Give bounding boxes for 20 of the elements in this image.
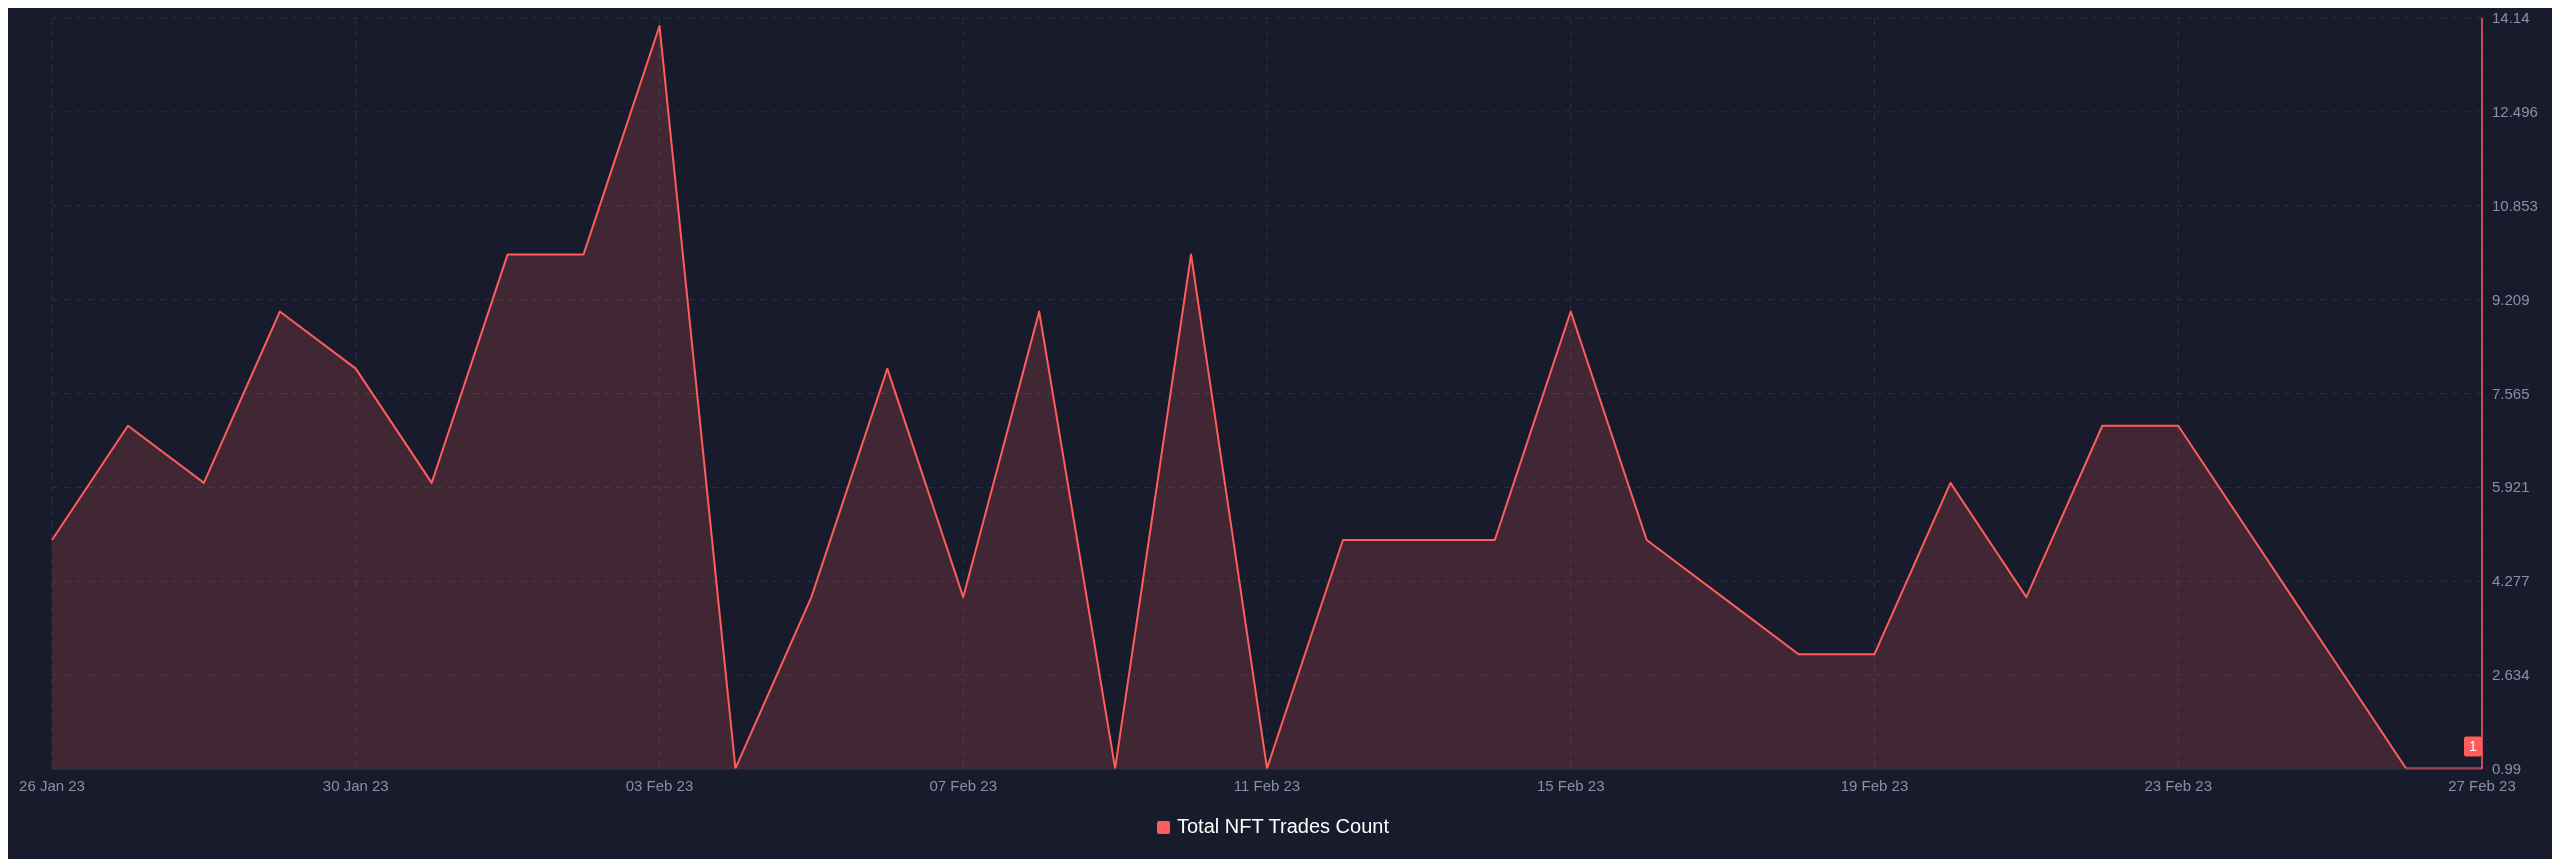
legend-label: Total NFT Trades Count <box>1177 815 1390 837</box>
x-tick-label: 30 Jan 23 <box>322 777 389 794</box>
x-tick-label: 03 Feb 23 <box>625 777 694 794</box>
y-tick-label: 12.496 <box>2492 102 2538 120</box>
y-tick-label: 5.921 <box>2492 478 2530 496</box>
data-label: 1 <box>2469 738 2478 755</box>
x-tick-label: 27 Feb 23 <box>2448 777 2516 794</box>
y-tick-label: 0.99 <box>2492 760 2522 777</box>
y-tick-label: 14.14 <box>2492 9 2530 26</box>
y-tick-label: 4.277 <box>2492 572 2530 590</box>
y-tick-label: 9.209 <box>2492 290 2530 308</box>
x-tick-label: 19 Feb 23 <box>1840 777 1909 794</box>
x-tick-label: 23 Feb 23 <box>2144 777 2213 794</box>
x-tick-label: 26 Jan 23 <box>19 777 85 794</box>
y-tick-label: 10.853 <box>2492 196 2538 214</box>
x-tick-label: 07 Feb 23 <box>929 777 998 794</box>
y-tick-label: 7.565 <box>2492 384 2530 402</box>
x-tick-label: 15 Feb 23 <box>1536 777 1605 794</box>
y-tick-label: 2.634 <box>2492 666 2530 684</box>
x-tick-label: 11 Feb 23 <box>1233 777 1301 794</box>
